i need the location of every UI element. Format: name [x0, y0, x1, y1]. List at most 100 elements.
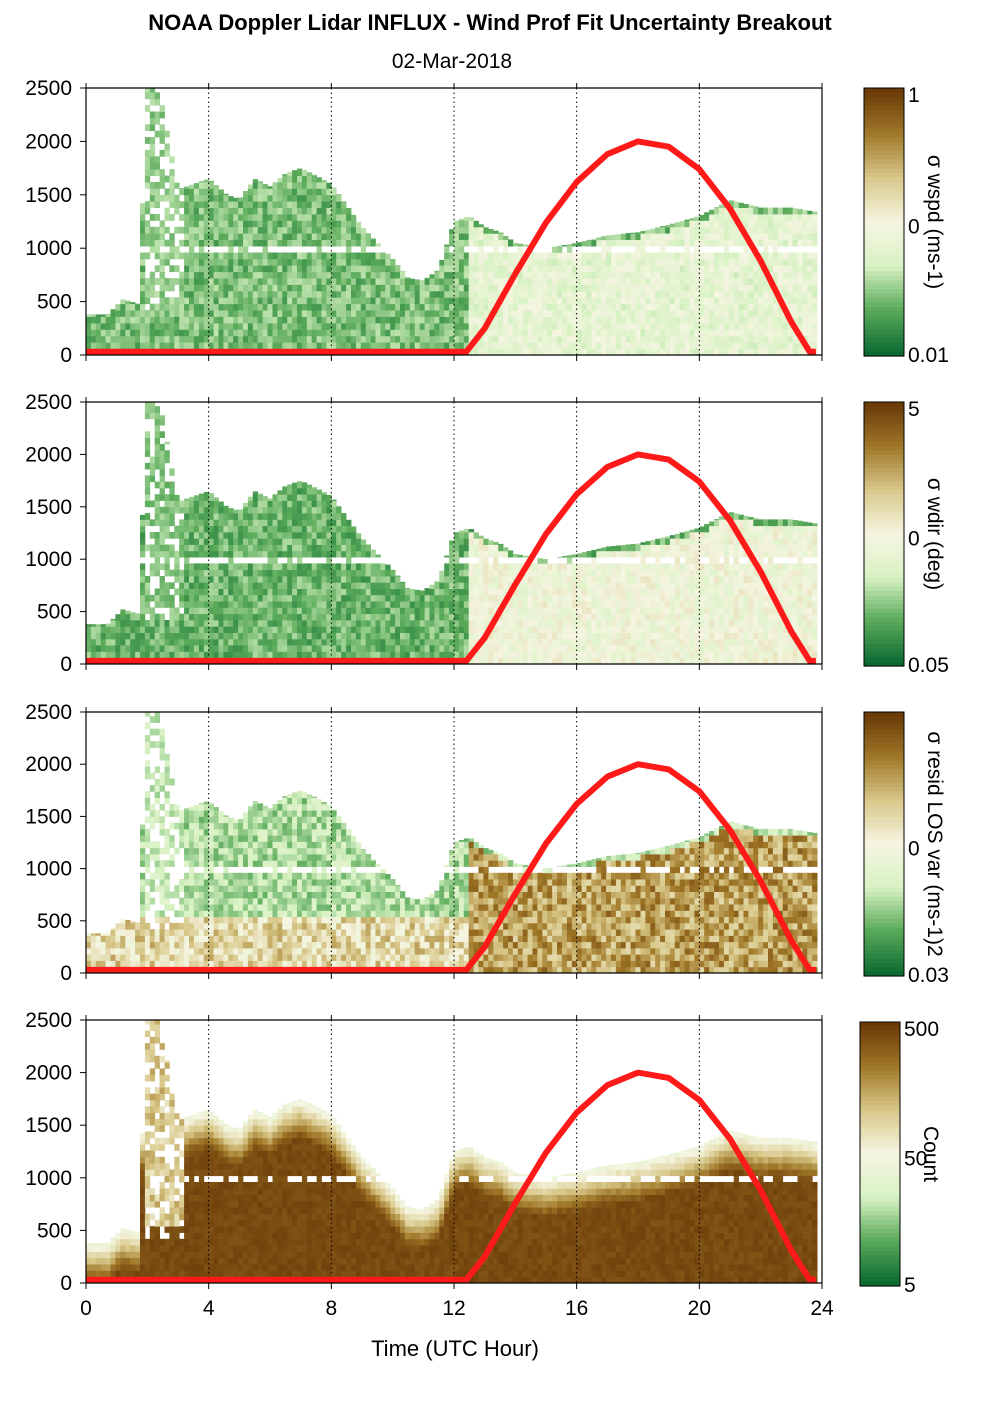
heatmap-cell [169, 278, 174, 285]
heatmap-cell [366, 233, 371, 240]
heatmap-cell [297, 488, 302, 495]
heatmap-cell [675, 323, 680, 330]
heatmap-cell [233, 532, 238, 539]
heatmap-cell [209, 601, 214, 608]
heatmap-cell [425, 633, 430, 640]
heatmap-cell [199, 220, 204, 227]
heatmap-cell [297, 551, 302, 558]
heatmap-cell [523, 595, 528, 602]
heatmap-cell [773, 272, 778, 279]
heatmap-cell [587, 285, 592, 292]
heatmap-cell [611, 278, 616, 285]
heatmap-cell [459, 601, 464, 608]
heatmap-cell [537, 329, 542, 336]
heatmap-cell [631, 265, 636, 272]
heatmap-cell [449, 607, 454, 614]
heatmap-cell [194, 620, 199, 627]
heatmap-cell [802, 214, 807, 221]
heatmap-cell [709, 297, 714, 304]
heatmap-cell [263, 519, 268, 526]
heatmap-cell [292, 651, 297, 658]
heatmap-cell [106, 314, 111, 317]
heatmap-cell [361, 633, 366, 640]
heatmap-cell [233, 639, 238, 646]
heatmap-cell [488, 563, 493, 570]
heatmap-cell [150, 463, 155, 470]
heatmap-cell [312, 607, 317, 614]
heatmap-cell [263, 297, 268, 304]
heatmap-cell [169, 329, 174, 336]
heatmap-cell [434, 323, 439, 330]
heatmap-cell [626, 317, 631, 324]
heatmap-cell [228, 626, 233, 633]
heatmap-cell [336, 633, 341, 640]
heatmap-cell [395, 297, 400, 304]
heatmap-cell [351, 563, 356, 570]
heatmap-cell [135, 329, 140, 336]
heatmap-cell [591, 329, 596, 336]
heatmap-cell [307, 526, 312, 533]
heatmap-cell [366, 551, 371, 558]
heatmap-cell [287, 570, 292, 577]
heatmap-cell [243, 304, 248, 311]
heatmap-cell [611, 336, 616, 343]
heatmap-cell [454, 545, 459, 552]
heatmap-cell [253, 310, 258, 317]
heatmap-cell [734, 297, 739, 304]
heatmap-cell [488, 265, 493, 272]
heatmap-cell [341, 265, 346, 272]
heatmap-cell [376, 582, 381, 589]
heatmap-cell [498, 645, 503, 652]
heatmap-cell [493, 576, 498, 583]
heatmap-cell [155, 118, 160, 125]
heatmap-cell [464, 278, 469, 285]
heatmap-cell [165, 188, 170, 195]
heatmap-cell [273, 570, 278, 577]
heatmap-cell [297, 570, 302, 577]
heatmap-cell [533, 265, 538, 272]
heatmap-cell [356, 329, 361, 336]
heatmap-cell [798, 265, 803, 272]
heatmap-cell [169, 336, 174, 343]
heatmap-cell [488, 601, 493, 608]
heatmap-cell [302, 265, 307, 272]
heatmap-cell [233, 545, 238, 552]
heatmap-cell [474, 317, 479, 324]
heatmap-cell [336, 278, 341, 285]
heatmap-cell [199, 626, 204, 633]
heatmap-cell [488, 329, 493, 336]
heatmap-cell [174, 310, 179, 317]
heatmap-cell [194, 233, 199, 240]
heatmap-cell [219, 519, 224, 526]
heatmap-cell [802, 210, 807, 215]
heatmap-cell [233, 582, 238, 589]
heatmap-cell [371, 253, 376, 260]
heatmap-cell [444, 317, 449, 324]
heatmap-cell [508, 329, 513, 336]
heatmap-cell [248, 595, 253, 602]
heatmap-cell [405, 291, 410, 298]
heatmap-cell [567, 336, 572, 343]
heatmap-cell [317, 246, 322, 253]
heatmap-cell [444, 595, 449, 602]
heatmap-cell [165, 482, 170, 489]
heatmap-cell [454, 291, 459, 298]
heatmap-cell [380, 563, 385, 570]
heatmap-cell [233, 323, 238, 330]
heatmap-cell [380, 310, 385, 317]
heatmap-cell [228, 265, 233, 272]
heatmap-cell [758, 329, 763, 336]
heatmap-cell [685, 285, 690, 292]
heatmap-cell [223, 297, 228, 304]
heatmap-cell [380, 570, 385, 577]
heatmap-cell [115, 633, 120, 640]
heatmap-cell [258, 201, 263, 208]
heatmap-cell [169, 651, 174, 658]
heatmap-cell [253, 278, 258, 285]
heatmap-cell [322, 208, 327, 215]
heatmap-cell [194, 214, 199, 221]
heatmap-cell [758, 317, 763, 324]
heatmap-cell [439, 285, 444, 292]
heatmap-cell [479, 620, 484, 627]
heatmap-cell [155, 278, 160, 285]
